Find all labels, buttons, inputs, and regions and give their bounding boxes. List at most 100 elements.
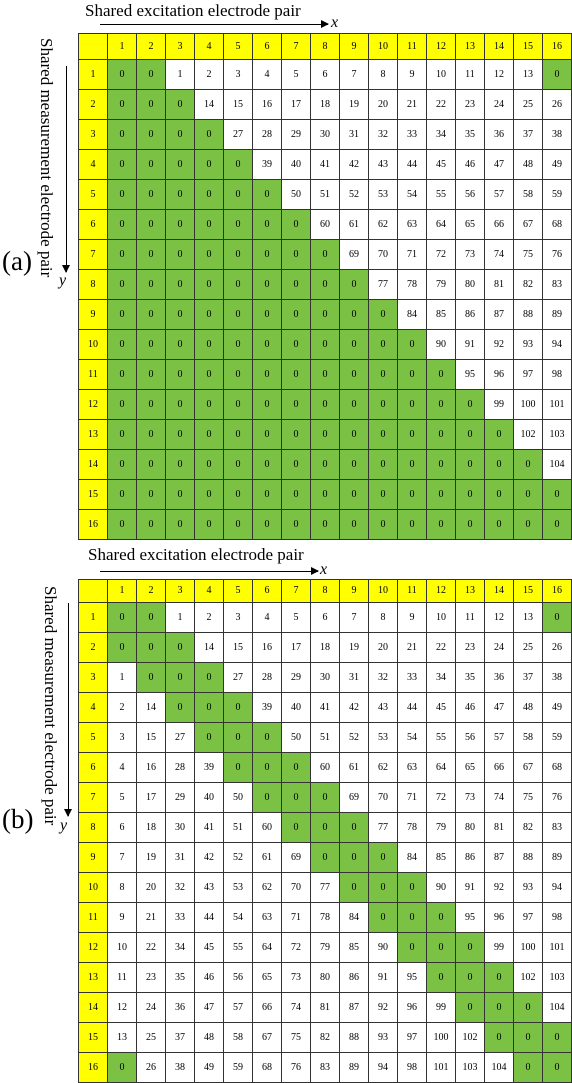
matrix-cell: 0	[368, 419, 398, 450]
matrix-cell: 0	[194, 419, 224, 450]
matrix-cell: 13	[107, 1022, 137, 1053]
table-row: 12 10 22 34 45 55 64 72 79 85 90 0 0 0 99 100 101	[78, 932, 572, 963]
matrix-cell: 25	[513, 89, 543, 120]
matrix-cell: 0	[542, 1022, 572, 1053]
matrix-cell: 54	[397, 722, 427, 753]
panel-a-x-axis-arrow	[100, 20, 329, 28]
column-header-9: 9	[339, 33, 369, 60]
matrix-cell: 70	[281, 872, 311, 903]
matrix-cell: 1	[165, 59, 195, 90]
matrix-cell: 18	[310, 89, 340, 120]
matrix-cell: 6	[310, 59, 340, 90]
table-row: 3 0 0 0 0 27 28 29 30 31 32 33 34 35 36 37 38	[78, 119, 572, 150]
matrix-cell: 32	[368, 119, 398, 150]
matrix-cell: 57	[484, 722, 514, 753]
panel-b-x-axis-arrow	[100, 567, 319, 575]
matrix-cell: 28	[165, 752, 195, 783]
matrix-cell: 0	[107, 119, 137, 150]
matrix-cell: 0	[542, 479, 572, 510]
matrix-cell: 0	[194, 662, 224, 693]
matrix-cell: 37	[165, 1022, 195, 1053]
matrix-cell: 88	[513, 299, 543, 330]
matrix-cell: 49	[194, 1052, 224, 1083]
table-row: 1 0 0 1 2 3 4 5 6 7 8 9 10 11 12 13 0	[78, 602, 572, 633]
matrix-cell: 0	[368, 359, 398, 390]
matrix-cell: 64	[252, 932, 282, 963]
matrix-cell: 75	[513, 782, 543, 813]
matrix-cell: 41	[310, 149, 340, 180]
matrix-cell: 71	[397, 239, 427, 270]
matrix-cell: 40	[281, 692, 311, 723]
matrix-cell: 5	[107, 782, 137, 813]
matrix-cell: 55	[426, 179, 456, 210]
column-header-15: 15	[513, 33, 543, 60]
matrix-cell: 102	[513, 962, 543, 993]
matrix-cell: 0	[107, 449, 137, 480]
matrix-cell: 2	[194, 59, 224, 90]
matrix-cell: 64	[426, 209, 456, 240]
matrix-cell: 0	[252, 509, 282, 540]
matrix-cell: 0	[165, 389, 195, 420]
matrix-cell: 0	[136, 419, 166, 450]
matrix-cell: 102	[513, 419, 543, 450]
row-header-12: 12	[78, 932, 108, 963]
column-header-6: 6	[252, 33, 282, 60]
row-header-11: 11	[78, 902, 108, 933]
matrix-cell: 0	[136, 479, 166, 510]
matrix-cell: 98	[542, 902, 572, 933]
matrix-cell: 0	[310, 389, 340, 420]
matrix-cell: 14	[194, 89, 224, 120]
matrix-cell: 0	[252, 179, 282, 210]
matrix-cell: 72	[281, 932, 311, 963]
matrix-cell: 0	[107, 149, 137, 180]
matrix-cell: 56	[223, 962, 253, 993]
matrix-cell: 69	[339, 239, 369, 270]
table-row: 7 0 0 0 0 0 0 0 0 69 70 71 72 73 74 75 76	[78, 239, 572, 270]
matrix-cell: 0	[223, 149, 253, 180]
matrix-cell: 47	[484, 692, 514, 723]
matrix-cell: 0	[136, 149, 166, 180]
row-header-4: 4	[78, 692, 108, 723]
matrix-cell: 14	[136, 692, 166, 723]
column-header-1: 1	[107, 579, 137, 603]
table-row: 13 0 0 0 0 0 0 0 0 0 0 0 0 0 0 102 103	[78, 419, 572, 450]
matrix-cell: 0	[165, 449, 195, 480]
table-row: 16 0 0 0 0 0 0 0 0 0 0 0 0 0 0 0 0	[78, 509, 572, 540]
matrix-cell: 51	[310, 179, 340, 210]
matrix-cell: 10	[426, 59, 456, 90]
matrix-cell: 42	[194, 842, 224, 873]
matrix-cell: 0	[513, 479, 543, 510]
matrix-cell: 63	[397, 752, 427, 783]
row-header-13: 13	[78, 962, 108, 993]
matrix-cell: 0	[542, 1052, 572, 1083]
matrix-cell: 0	[165, 179, 195, 210]
matrix-cell: 0	[107, 359, 137, 390]
matrix-cell: 1	[107, 662, 137, 693]
matrix-cell: 0	[397, 419, 427, 450]
row-header-10: 10	[78, 329, 108, 360]
matrix-cell: 0	[455, 419, 485, 450]
matrix-cell: 8	[107, 872, 137, 903]
matrix-cell: 35	[165, 962, 195, 993]
matrix-cell: 72	[426, 782, 456, 813]
matrix-cell: 0	[339, 842, 369, 873]
matrix-cell: 0	[339, 299, 369, 330]
column-header-5: 5	[223, 579, 253, 603]
column-header-4: 4	[194, 579, 224, 603]
matrix-cell: 0	[426, 902, 456, 933]
matrix-cell: 67	[513, 209, 543, 240]
matrix-cell: 95	[397, 962, 427, 993]
matrix-cell: 0	[368, 329, 398, 360]
table-row: 13 11 23 35 46 56 65 73 80 86 91 95 0 0 0 102 103	[78, 962, 572, 993]
matrix-cell: 0	[223, 752, 253, 783]
matrix-cell: 27	[223, 662, 253, 693]
matrix-cell: 98	[542, 359, 572, 390]
matrix-cell: 0	[310, 509, 340, 540]
matrix-cell: 8	[368, 59, 398, 90]
corner-cell	[78, 33, 108, 60]
matrix-cell: 10	[426, 602, 456, 633]
matrix-cell: 27	[223, 119, 253, 150]
panel-a-y-axis-symbol: y	[59, 272, 67, 289]
table-row: 9 7 19 31 42 52 61 69 0 0 0 84 85 86 87 88 89	[78, 842, 572, 873]
matrix-cell: 0	[136, 299, 166, 330]
